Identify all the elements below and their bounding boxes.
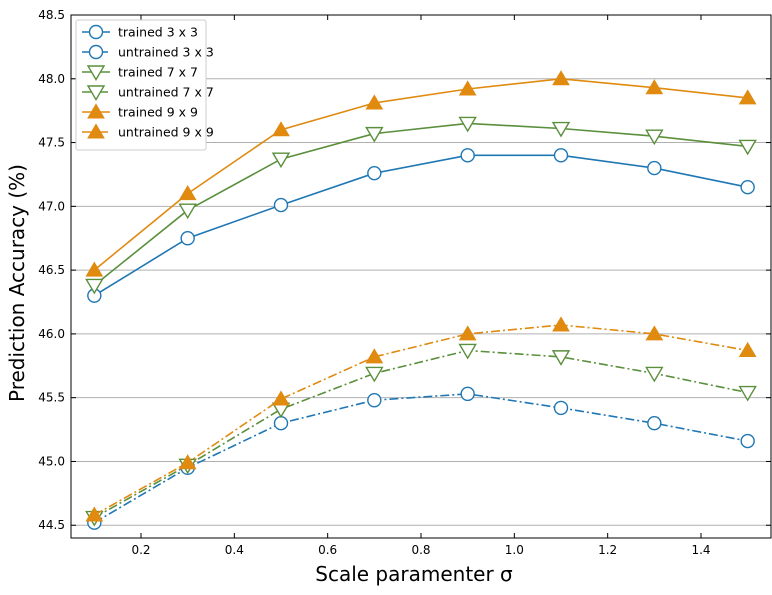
data-point	[458, 325, 477, 341]
data-point	[460, 386, 475, 402]
legend-entry: untrained 7 x 7	[82, 85, 214, 101]
data-point	[367, 393, 382, 408]
data-point	[645, 79, 664, 95]
data-point	[178, 203, 197, 220]
legend-marker-swatch	[88, 44, 104, 60]
y-tick-label: 46.0	[38, 327, 65, 341]
data-point	[365, 348, 384, 364]
legend-label: trained 9 x 9	[118, 105, 198, 120]
legend-entry: trained 3 x 3	[82, 25, 198, 40]
data-point	[551, 350, 571, 366]
legend-marker-swatch	[88, 24, 104, 40]
data-point	[738, 89, 757, 105]
legend-label: untrained 9 x 9	[118, 125, 214, 140]
data-point	[458, 343, 477, 360]
data-point	[273, 197, 289, 213]
data-point	[738, 139, 757, 156]
legend-box	[75, 19, 207, 151]
legend-marker-swatch	[86, 65, 106, 81]
y-tick-label: 48.0	[38, 72, 65, 86]
series-trained-3x3	[87, 148, 755, 303]
data-point	[85, 278, 104, 295]
data-point	[365, 94, 384, 110]
data-point	[178, 454, 197, 470]
series-line	[93, 154, 748, 297]
y-tick-label: 47.5	[38, 136, 65, 150]
data-point	[180, 231, 195, 246]
series-trained-7x7	[85, 116, 757, 295]
legend-entry: trained 7 x 7	[82, 65, 198, 81]
x-tick-label: 0.2	[131, 543, 150, 557]
data-point	[272, 390, 290, 406]
data-point	[645, 129, 664, 146]
x-tick-label: 1.2	[598, 543, 617, 557]
data-point	[271, 152, 291, 169]
legend-entry: untrained 3 x 3	[82, 45, 214, 60]
axis-ticks: 44.5 45.0 45.5 46.0 46.5 47.0 47.5 48.0 48.5 0.2 0…	[38, 8, 771, 557]
legend-marker-swatch	[87, 103, 105, 119]
series-trained-9x9	[85, 70, 757, 277]
y-tick-label: 45.0	[38, 454, 65, 468]
data-point	[645, 366, 664, 383]
series-group	[85, 70, 757, 530]
data-point	[273, 415, 289, 431]
series-line	[93, 122, 748, 287]
y-tick-label: 46.5	[38, 263, 65, 277]
data-point	[553, 148, 569, 163]
data-point	[740, 433, 755, 449]
data-point	[645, 325, 664, 341]
data-point	[551, 121, 571, 138]
x-tick-label: 1.4	[691, 543, 710, 557]
data-point	[553, 400, 569, 416]
data-point	[647, 160, 662, 176]
legend-label: trained 3 x 3	[118, 25, 198, 40]
series-line	[93, 324, 748, 516]
x-axis-label: Scale paramenter σ	[315, 562, 513, 586]
legend-entry: trained 9 x 9	[82, 103, 198, 120]
data-point	[365, 126, 384, 143]
x-tick-label: 1.0	[505, 543, 524, 557]
legend-label: trained 7 x 7	[118, 65, 198, 80]
series-line	[93, 393, 748, 524]
y-axis-label: Prediction Accuracy (%)	[5, 164, 29, 402]
data-point	[460, 148, 475, 163]
series-line	[93, 77, 748, 271]
y-tick-label: 45.5	[38, 391, 65, 405]
legend: trained 3 x 3 untrained 3 x 3 trained 7 x …	[75, 19, 214, 151]
y-tick-label: 48.5	[38, 8, 65, 22]
data-point	[552, 316, 570, 332]
legend-label: untrained 7 x 7	[118, 85, 214, 100]
legend-marker-swatch	[86, 85, 106, 101]
series-line	[93, 349, 748, 519]
data-point	[272, 121, 290, 137]
data-point	[367, 165, 382, 181]
legend-marker-swatch	[87, 123, 105, 139]
data-point	[738, 385, 757, 402]
data-point	[178, 184, 197, 201]
data-point	[85, 261, 104, 277]
x-tick-label: 0.8	[411, 543, 430, 557]
data-point	[365, 366, 384, 383]
legend-entry: untrained 9 x 9	[82, 123, 214, 140]
x-tick-label: 0.6	[318, 543, 337, 557]
data-point	[740, 180, 755, 195]
y-tick-label: 44.5	[38, 518, 65, 532]
data-point	[85, 506, 104, 522]
data-point	[458, 80, 477, 96]
series-untrained-9x9	[85, 316, 757, 522]
y-tick-label: 47.0	[38, 199, 65, 213]
data-point	[647, 415, 662, 431]
x-tick-label: 0.4	[225, 543, 244, 557]
data-point	[458, 116, 477, 133]
data-point	[552, 70, 570, 86]
legend-label: untrained 3 x 3	[118, 45, 214, 60]
data-point	[738, 341, 757, 357]
